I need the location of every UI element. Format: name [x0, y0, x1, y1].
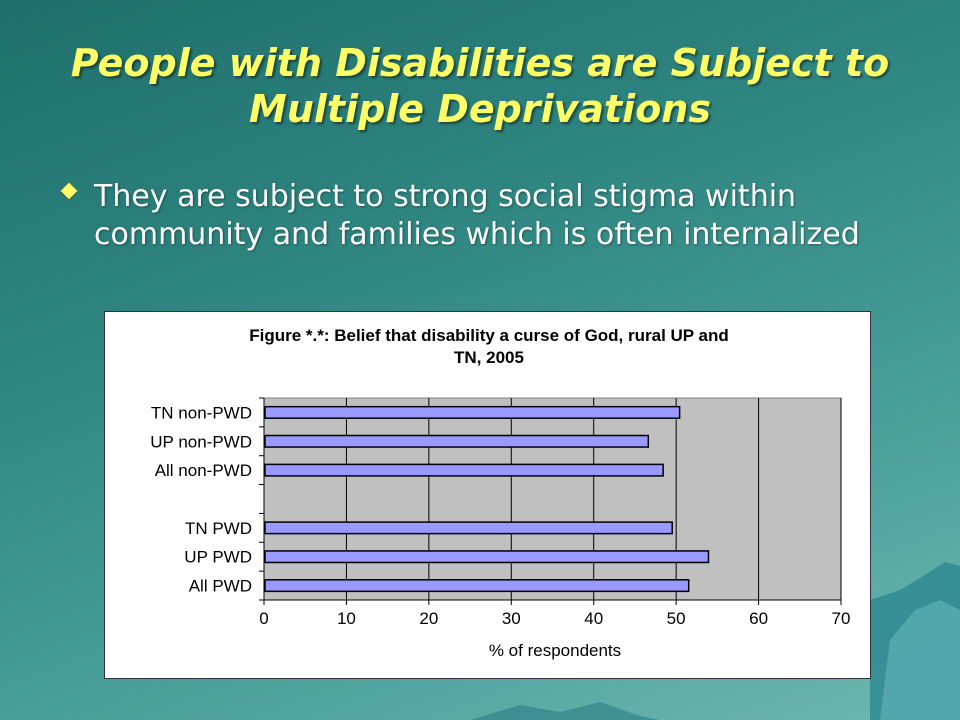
y-category-label: UP non-PWD	[150, 432, 252, 451]
chart-title-line2: TN, 2005	[454, 348, 524, 367]
x-tick-label: 0	[259, 609, 268, 628]
bar	[264, 405, 681, 419]
bar	[264, 579, 690, 593]
y-category-label: TN PWD	[185, 519, 252, 538]
plot-background	[263, 397, 842, 601]
diamond-bullet-icon	[60, 182, 78, 200]
bar	[264, 463, 664, 477]
x-tick-label: 30	[502, 609, 521, 628]
bar-chart: Figure *.*: Belief that disability a cur…	[150, 326, 851, 660]
chart-container: Figure *.*: Belief that disability a cur…	[104, 311, 871, 679]
bar	[264, 521, 673, 535]
y-category-label: UP PWD	[184, 548, 252, 567]
x-axis-label: % of respondents	[489, 641, 621, 660]
y-category-label: All non-PWD	[155, 461, 252, 480]
x-tick-label: 10	[337, 609, 356, 628]
y-category-label: TN non-PWD	[151, 403, 252, 422]
x-tick-label: 20	[419, 609, 438, 628]
x-tick-label: 60	[749, 609, 768, 628]
bar	[264, 434, 650, 448]
x-tick-label: 50	[667, 609, 686, 628]
y-category-label: All PWD	[189, 577, 252, 596]
chart-title-line1: Figure *.*: Belief that disability a cur…	[249, 326, 729, 345]
bar	[264, 550, 710, 564]
plot-area: 0 10 20 30 40 50 60 70 TN non-PWD UP non-PWD All n…	[150, 397, 851, 628]
x-tick-label: 70	[832, 609, 851, 628]
x-tick-label: 40	[584, 609, 603, 628]
slide-title: People with Disabilities are Subject to …	[70, 41, 890, 131]
bullet-text: They are subject to strong social stigma…	[94, 179, 860, 252]
